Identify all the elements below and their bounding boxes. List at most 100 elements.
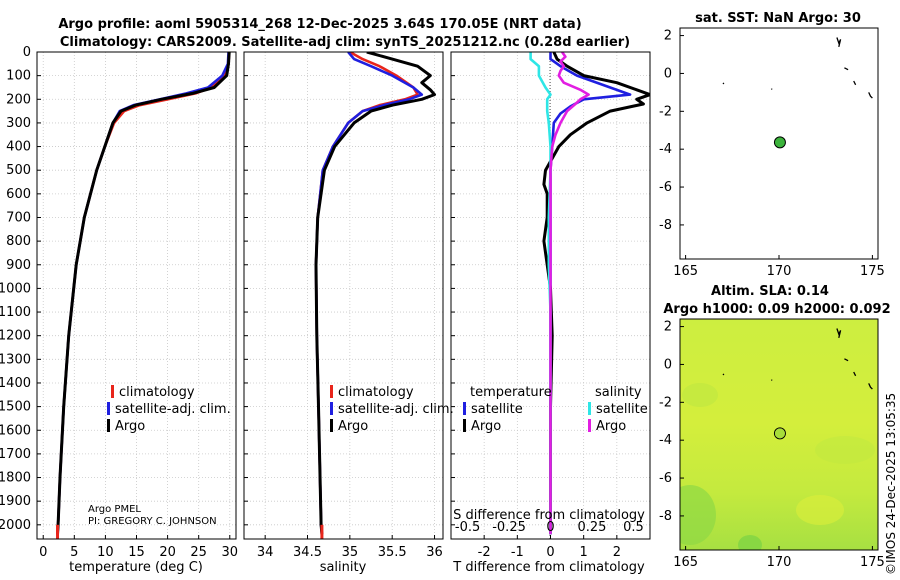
island-outline (868, 383, 873, 390)
legend-t-satellite-label: satellite (471, 402, 523, 417)
figure-title-line1: Argo profile: aoml 5905314_268 12-Dec-20… (58, 17, 581, 32)
salinity-xlabel: salinity (320, 560, 367, 575)
imos-timestamp: ©IMOS 24-Dec-2025 13:05:35 (884, 393, 898, 575)
x-tick-label: 25 (190, 545, 207, 560)
sla-map-panel: Altim. SLA: 0.14 Argo h1000: 0.09 h2000:… (659, 284, 891, 570)
x-tick-label: 1 (580, 545, 588, 560)
s-x-tick-label: -0.25 (492, 520, 526, 535)
legend-s-satellite-swatch (588, 402, 591, 415)
legend-argo-label: Argo (115, 419, 145, 434)
temperature-legend: climatology satellite-adj. clim. Argo (107, 385, 231, 434)
series-line-argo (314, 52, 436, 535)
series-line-satellite-adj-clim- (314, 52, 424, 535)
s-x-tick-label: 0.5 (623, 520, 644, 535)
map-x-tick-label: 165 (673, 555, 698, 570)
y-tick-label: 700 (6, 210, 31, 225)
island-outline (844, 358, 849, 362)
island-outline (836, 37, 842, 48)
legend-t-argo-label: Argo (471, 419, 501, 434)
island-outline (836, 328, 842, 339)
s-x-tick-label: -0.5 (455, 520, 480, 535)
island-outline (868, 92, 873, 99)
map-x-tick-label: 165 (673, 264, 698, 279)
difference-xlabel: T difference from climatology (452, 560, 645, 575)
legend-satellite-swatch (330, 402, 333, 415)
y-tick-label: 1600 (0, 423, 31, 438)
argo-float-marker (773, 136, 786, 149)
y-tick-label: 2000 (0, 518, 31, 533)
x-tick-label: 15 (128, 545, 145, 560)
legend-argo-label: Argo (338, 419, 368, 434)
x-tick-label: 10 (97, 545, 114, 560)
legend-s-satellite-label: satellite (596, 402, 648, 417)
map-y-tick-label: 2 (664, 29, 672, 44)
sst-map-coastline (722, 37, 873, 99)
x-tick-label: 35.5 (378, 545, 407, 560)
legend-salinity-title: salinity (595, 385, 642, 400)
legend-climatology-swatch (111, 385, 114, 398)
map-y-tick-label: -6 (659, 180, 672, 195)
temperature-panel: 0100200300400500600700800900100011001200… (0, 45, 238, 575)
map-y-tick-label: -6 (659, 471, 672, 486)
x-tick-label: 35 (342, 545, 359, 560)
argo-float-marker (773, 427, 786, 440)
salinity-axes-frame (243, 51, 444, 540)
x-tick-label: 34 (257, 545, 274, 560)
difference-panel: -2 -1 0 1 2 -0.5 -0.25 0 0.25 0.5 T difference fr… (450, 51, 651, 575)
y-tick-label: 1700 (0, 447, 31, 462)
x-tick-label: 2 (613, 545, 621, 560)
y-tick-label: 0 (23, 45, 31, 60)
salinity-ticks: 34 34.5 35 35.5 36 (244, 51, 443, 560)
sst-map-ticks: 165 170 175 2 0 -2 -4 -6 -8 (659, 29, 885, 279)
salinity-grid (244, 51, 443, 539)
salinity-legend: climatology satellite-adj. clim. Argo (330, 385, 454, 434)
x-tick-label: 20 (159, 545, 176, 560)
map-x-tick-label: 170 (767, 264, 792, 279)
y-tick-label: 1300 (0, 352, 31, 367)
legend-t-satellite-swatch (463, 402, 466, 415)
x-tick-label: -1 (511, 545, 524, 560)
salinity-panel: 34 34.5 35 35.5 36 salinity climatology sate… (243, 51, 454, 575)
y-tick-label: 1000 (0, 281, 31, 296)
y-tick-label: 500 (6, 163, 31, 178)
s-difference-label: S difference from climatology (453, 508, 645, 523)
series-line-t-satellite (549, 52, 632, 535)
temperature-diff-legend: temperature satellite Argo (463, 385, 552, 434)
y-tick-label: 1900 (0, 494, 31, 509)
sla-map-title-line2: Argo h1000: 0.09 h2000: 0.092 (663, 302, 890, 317)
credit-line1: Argo PMEL (88, 504, 141, 515)
map-y-tick-label: -2 (659, 104, 672, 119)
legend-s-argo-label: Argo (596, 419, 626, 434)
legend-argo-swatch (107, 419, 110, 432)
sst-map-panel: sat. SST: NaN Argo: 30 165 170 175 2 0 -2 -4 -6… (659, 11, 885, 279)
legend-climatology-swatch (330, 385, 333, 398)
legend-climatology-label: climatology (338, 385, 414, 400)
argo-float-marker-fill (774, 428, 785, 439)
x-tick-label: 36 (426, 545, 443, 560)
map-y-tick-label: 0 (664, 357, 672, 372)
map-y-tick-label: 2 (664, 320, 672, 335)
map-x-tick-label: 175 (860, 555, 885, 570)
island-outline (853, 80, 857, 86)
temperature-series (56, 52, 231, 539)
sla-heatmap (680, 319, 878, 550)
map-y-tick-label: -2 (659, 395, 672, 410)
map-x-tick-label: 175 (860, 264, 885, 279)
legend-satellite-label: satellite-adj. clim. (338, 402, 454, 417)
temperature-xlabel: temperature (deg C) (69, 560, 203, 575)
y-tick-label: 400 (6, 140, 31, 155)
figure-title-line2: Climatology: CARS2009. Satellite-adj cli… (60, 35, 630, 50)
salinity-series (314, 52, 436, 539)
series-line-climatology (314, 52, 419, 535)
island-outline (722, 373, 725, 376)
map-y-tick-label: 0 (664, 66, 672, 81)
y-tick-label: 200 (6, 92, 31, 107)
island-outline (853, 371, 857, 377)
y-tick-label: 1100 (0, 305, 31, 320)
y-tick-label: 100 (6, 69, 31, 84)
difference-series (529, 52, 650, 535)
x-tick-label: 30 (222, 545, 239, 560)
map-y-tick-label: -8 (659, 509, 672, 524)
credit-line2: PI: GREGORY C. JOHNSON (88, 516, 217, 527)
